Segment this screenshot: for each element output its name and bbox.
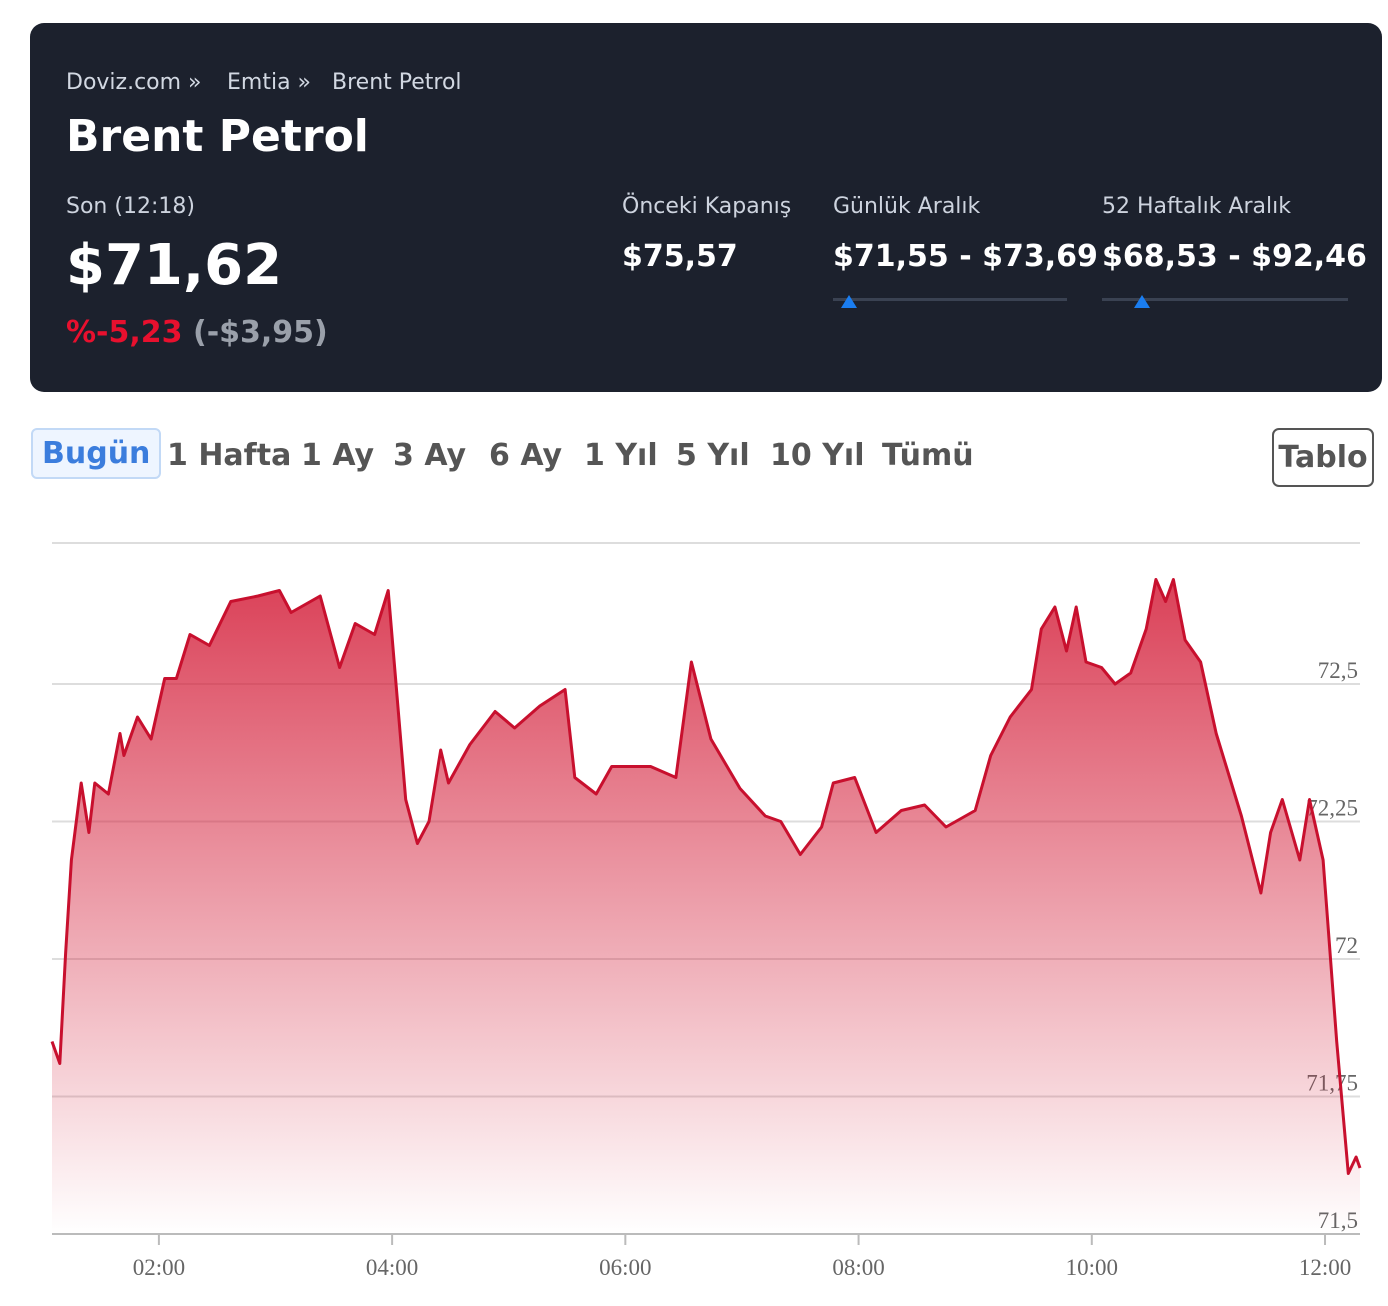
change: %-5,23 (-$3,95) <box>66 315 328 350</box>
range-tab[interactable]: Tümü <box>882 438 974 473</box>
breadcrumb[interactable]: Emtia » <box>227 70 312 95</box>
change-pct: %-5,23 <box>66 315 183 350</box>
range-tab[interactable]: Bugün <box>31 428 162 479</box>
range-tab[interactable]: 10 Yıl <box>770 438 865 473</box>
x-tick-label: 12:00 <box>1299 1255 1351 1280</box>
x-tick-label: 10:00 <box>1066 1255 1118 1280</box>
stat-value: $71,55 - $73,69 <box>833 239 1098 274</box>
range-tab[interactable]: 1 Yıl <box>584 438 658 473</box>
stat-label: Günlük Aralık <box>833 194 981 219</box>
chart: 71,571,757272,2572,502:0004:0006:0008:00… <box>50 542 1362 1280</box>
range-tab[interactable]: 1 Hafta <box>167 438 292 473</box>
y-tick-label: 72,5 <box>1318 658 1358 683</box>
range-marker <box>1134 295 1150 308</box>
change-abs: (-$3,95) <box>192 315 328 350</box>
range-bar <box>833 298 1067 301</box>
price: $71,62 <box>66 233 283 298</box>
line <box>50 578 1362 1175</box>
y-tick-label: 72 <box>1335 933 1358 958</box>
range-bar <box>1102 298 1348 301</box>
breadcrumb[interactable]: Doviz.com » <box>66 70 202 95</box>
range-tab[interactable]: 6 Ay <box>489 438 563 473</box>
stat-value: $68,53 - $92,46 <box>1102 239 1367 274</box>
title: Brent Petrol <box>66 111 369 162</box>
area <box>52 579 1360 1234</box>
stat-value: $75,57 <box>622 239 738 274</box>
x-tick-label: 02:00 <box>133 1255 185 1280</box>
range-tab[interactable]: 5 Yıl <box>676 438 750 473</box>
last-label: Son (12:18) <box>66 194 195 219</box>
stat-label: Önceki Kapanış <box>622 194 792 219</box>
x-tick-label: 08:00 <box>832 1255 884 1280</box>
range-tab[interactable]: 1 Ay <box>301 438 375 473</box>
range-marker <box>841 295 857 308</box>
table-button[interactable]: Tablo <box>1272 428 1374 487</box>
y-tick-label: 72,25 <box>1306 796 1358 821</box>
stat-label: 52 Haftalık Aralık <box>1102 194 1291 219</box>
x-tick-label: 04:00 <box>366 1255 418 1280</box>
header: Doviz.com » Emtia » Brent Petrol Brent P… <box>30 23 1382 392</box>
breadcrumb: Brent Petrol <box>332 70 462 95</box>
x-tick-label: 06:00 <box>599 1255 651 1280</box>
range-tab[interactable]: 3 Ay <box>393 438 467 473</box>
